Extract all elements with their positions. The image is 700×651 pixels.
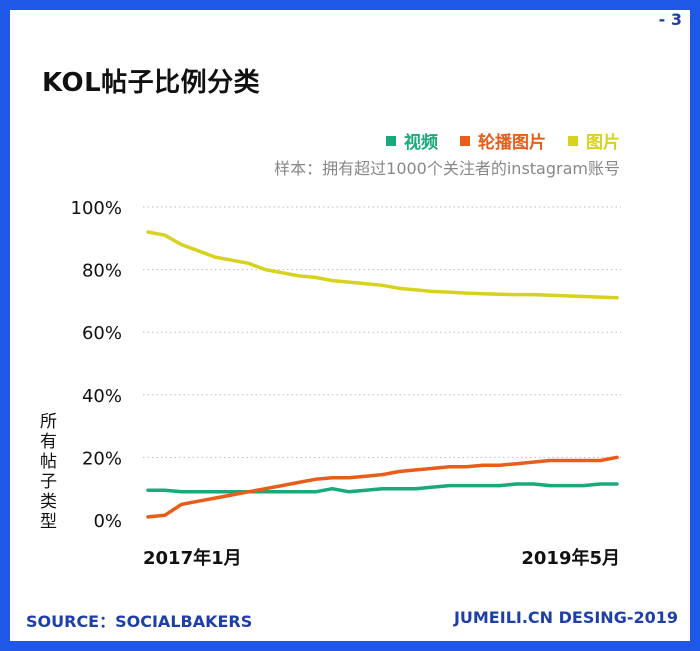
x-tick-label: 2019年5月: [521, 547, 620, 569]
legend-swatch-video: [386, 135, 396, 146]
legend-item-video: 视频: [386, 128, 438, 153]
y-tick-label: 100%: [71, 198, 122, 219]
series-line-0: [146, 482, 619, 494]
y-tick-label: 40%: [82, 386, 122, 407]
y-tick-label: 80%: [82, 261, 122, 282]
chart-subtitle: 样本：拥有超过1000个关注者的instagram账号: [274, 159, 620, 178]
series-line-2: [146, 230, 619, 300]
legend-swatch-carousel: [460, 135, 470, 146]
legend-label-image: 图片: [586, 133, 620, 153]
legend-item-image: 图片: [568, 128, 620, 153]
legend: 视频 轮播图片 图片: [386, 128, 620, 153]
y-tick-label: 60%: [82, 323, 122, 344]
chart-title: KOL帖子比例分类: [42, 68, 261, 98]
legend-swatch-image: [568, 135, 578, 146]
series-line-1: [146, 455, 619, 519]
source-credit: SOURCE：SOCIALBAKERS: [26, 612, 253, 631]
x-tick-label: 2017年1月: [143, 547, 242, 569]
legend-label-video: 视频: [404, 133, 438, 153]
legend-item-carousel: 轮播图片: [460, 128, 546, 153]
legend-label-carousel: 轮播图片: [478, 133, 546, 153]
y-tick-label: 20%: [82, 448, 122, 469]
y-tick-label: 0%: [93, 511, 122, 532]
y-axis-label: 所有帖子类型: [40, 412, 57, 532]
designer-credit: JUMEILI.CN DESING-2019: [453, 608, 678, 627]
page-number: - 3: [658, 10, 682, 29]
